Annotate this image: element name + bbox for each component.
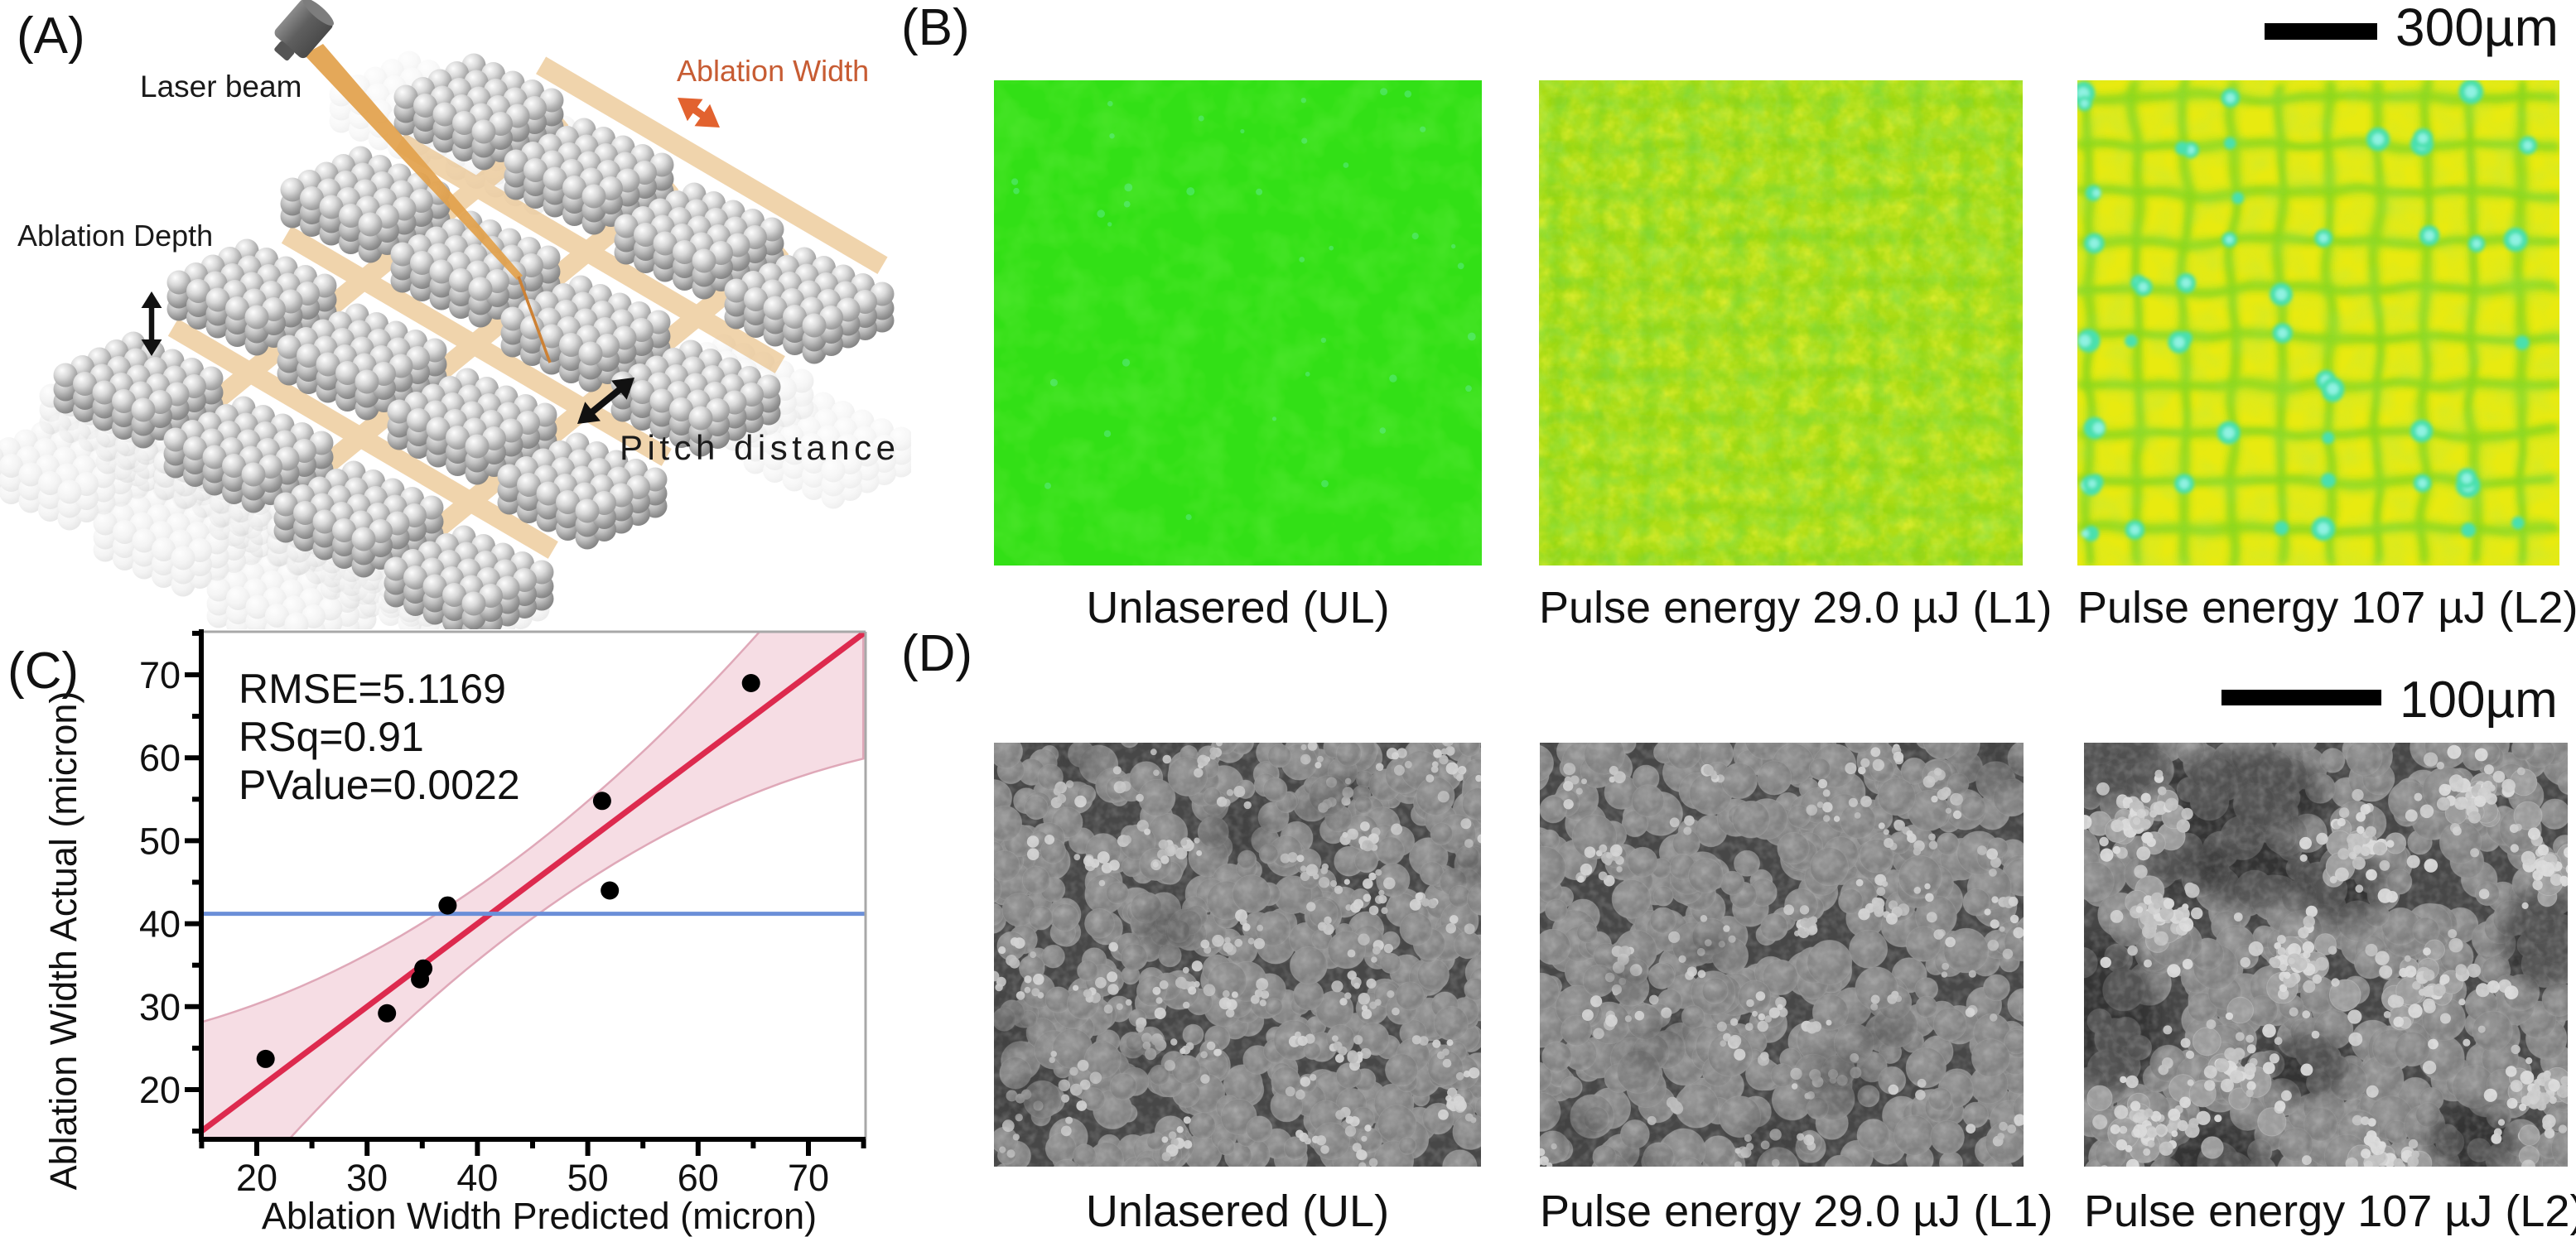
svg-text:30: 30 (346, 1157, 388, 1199)
svg-text:30: 30 (139, 986, 181, 1028)
svg-text:PValue=0.0022: PValue=0.0022 (239, 762, 520, 808)
svg-text:50: 50 (567, 1157, 609, 1199)
svg-text:50: 50 (139, 820, 181, 862)
svg-text:(C): (C) (7, 643, 79, 700)
svg-text:70: 70 (788, 1157, 829, 1199)
svg-text:Pitch distance: Pitch distance (620, 428, 900, 467)
svg-text:60: 60 (678, 1157, 719, 1199)
svg-text:40: 40 (456, 1157, 498, 1199)
svg-text:40: 40 (139, 903, 181, 946)
svg-text:RSq=0.91: RSq=0.91 (239, 714, 424, 760)
svg-text:Ablation Width: Ablation Width (677, 54, 869, 88)
svg-text:Ablation Width Actual (micron): Ablation Width Actual (micron) (42, 691, 84, 1191)
svg-text:Laser beam: Laser beam (140, 70, 301, 103)
svg-text:70: 70 (139, 654, 181, 696)
svg-text:60: 60 (139, 737, 181, 779)
svg-text:Ablation Width Predicted (micr: Ablation Width Predicted (micron) (262, 1195, 817, 1237)
svg-text:20: 20 (139, 1069, 181, 1111)
svg-text:20: 20 (236, 1157, 277, 1199)
svg-text:(A): (A) (17, 7, 85, 65)
svg-text:Ablation Depth: Ablation Depth (17, 219, 213, 253)
svg-text:RMSE=5.1169: RMSE=5.1169 (239, 666, 506, 712)
